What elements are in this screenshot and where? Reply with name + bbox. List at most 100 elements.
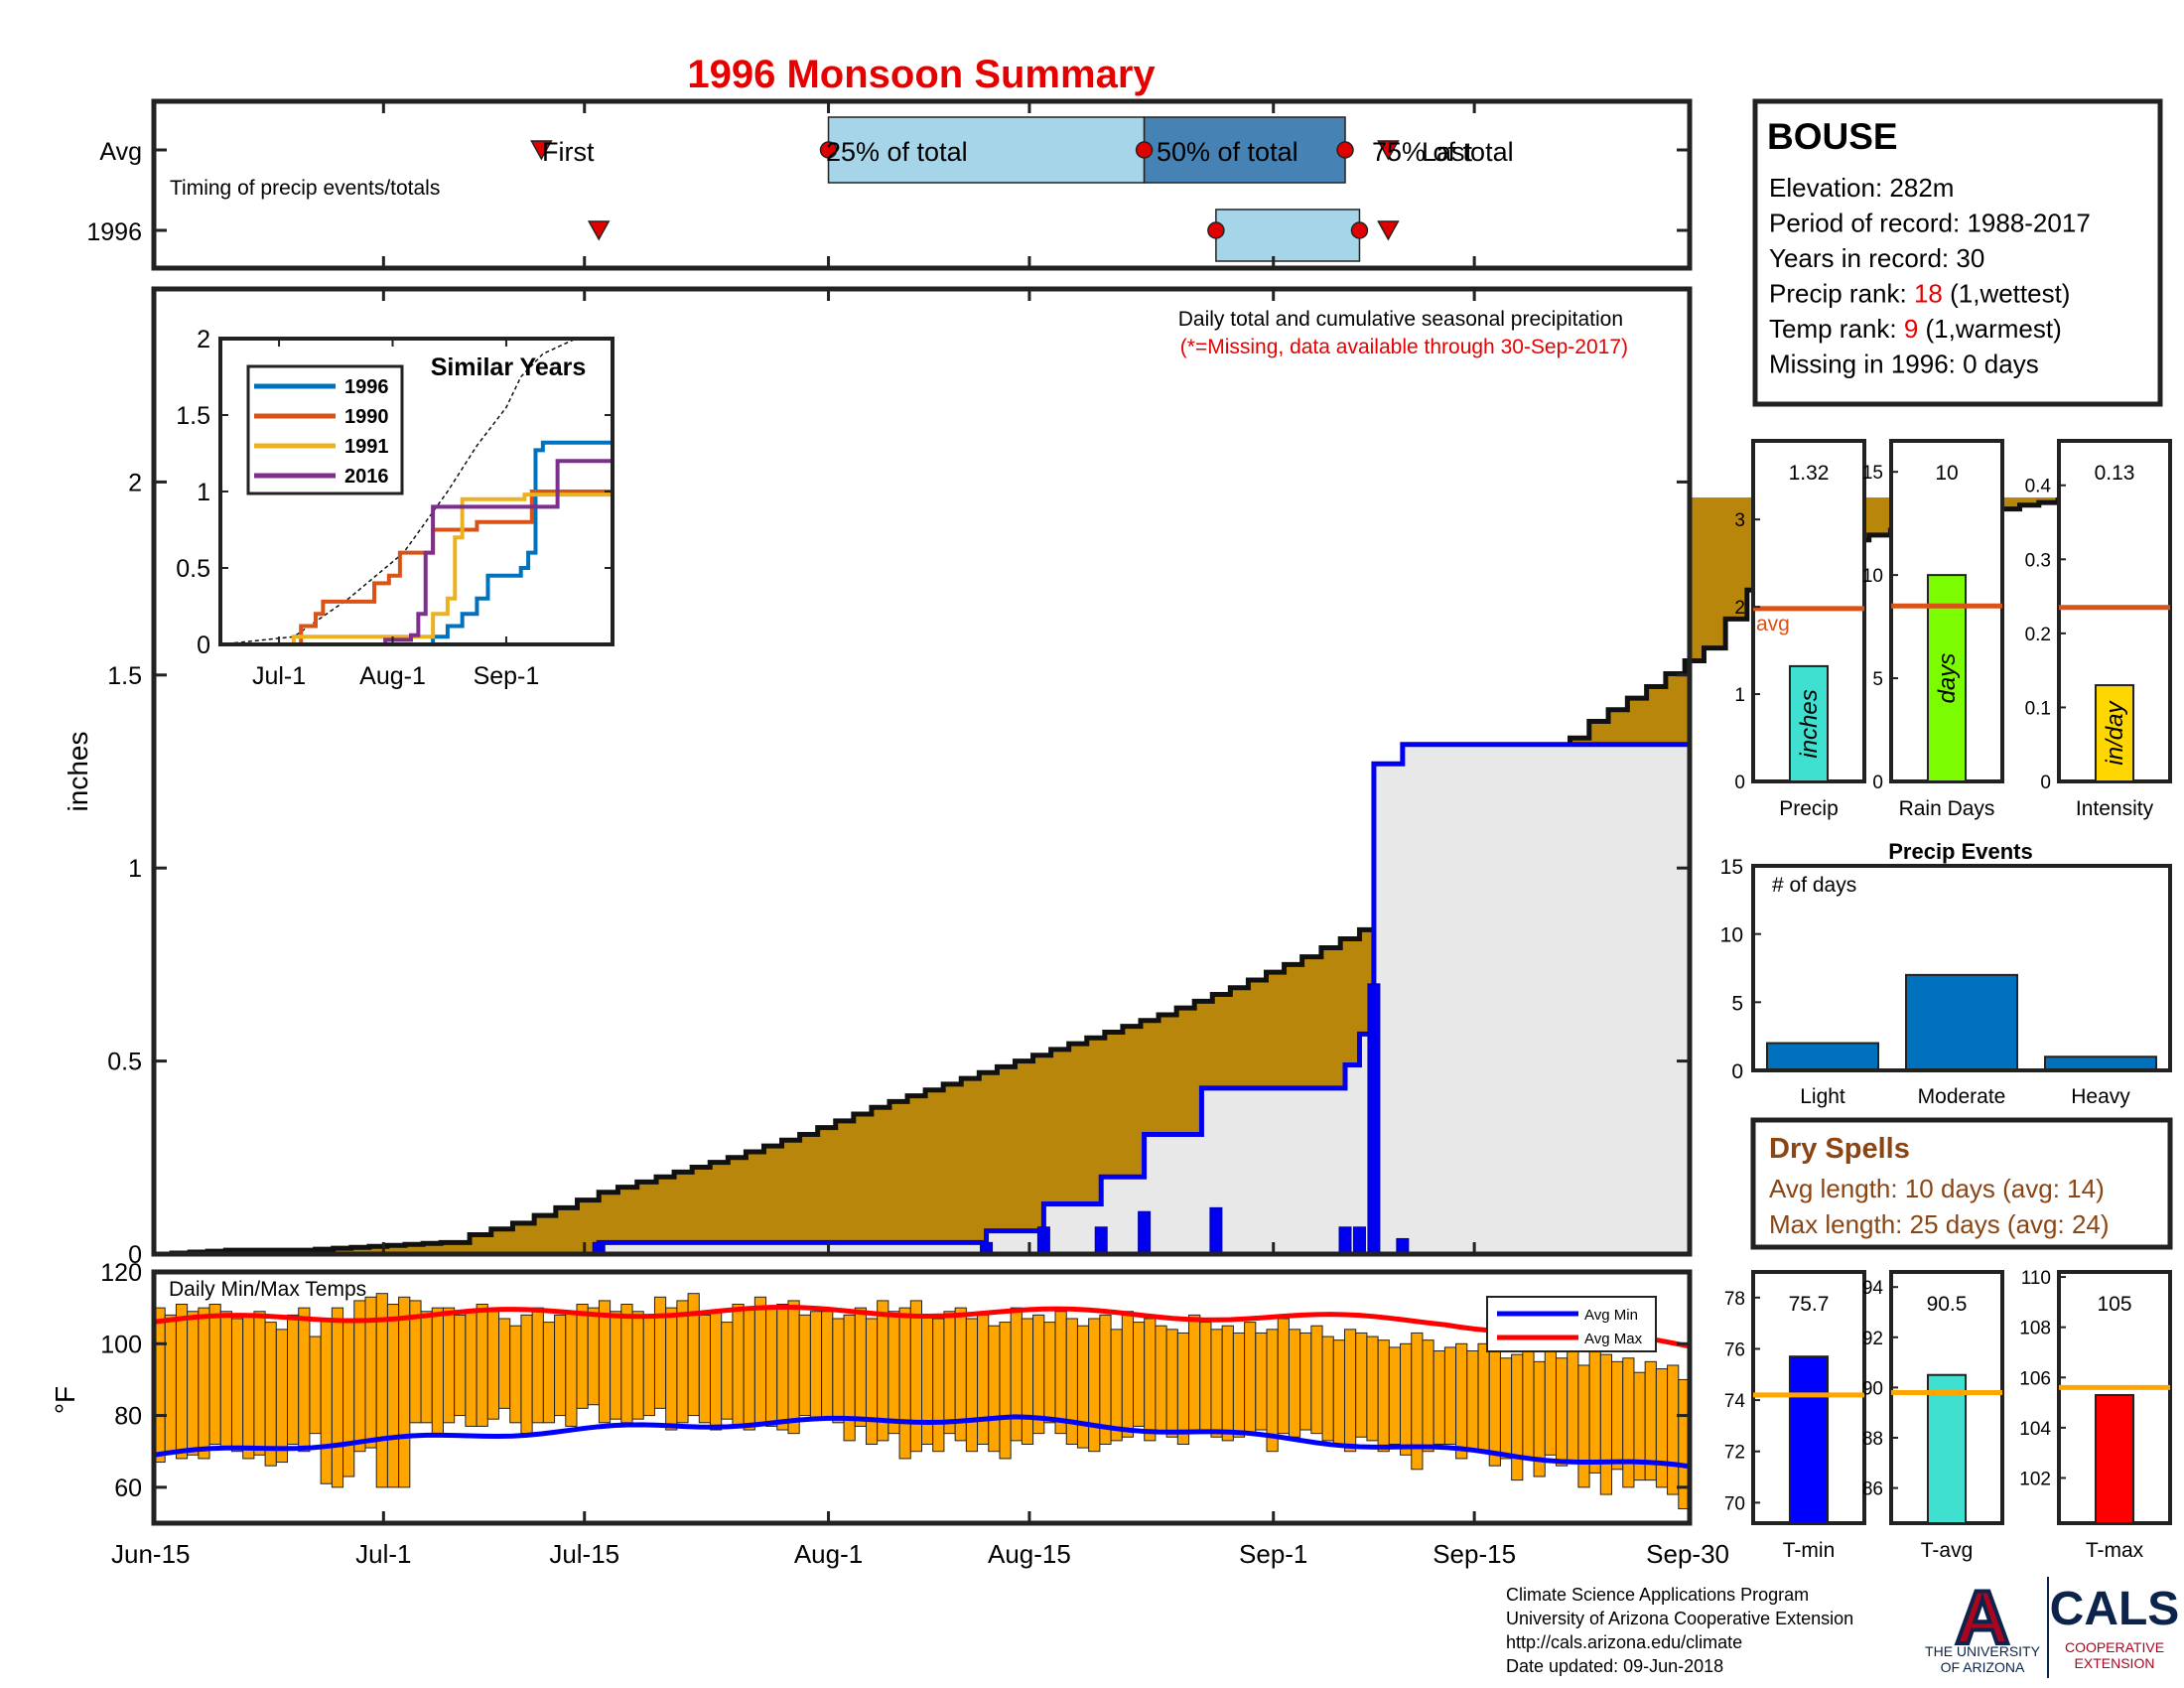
precip-annotation: Daily total and cumulative seasonal prec… [1178,308,1623,331]
x-axis-label: Jul-15 [549,1539,619,1569]
temp-range-bar [1655,1368,1669,1488]
station-line-label: Years in record: [1769,243,1956,273]
temp-range-bar [520,1314,533,1435]
temp-ytick-label: 100 [100,1331,142,1358]
station-line: Temp rank: 9 (1,warmest) [1769,314,2062,344]
station-line-value: 1988-2017 [1967,209,2090,238]
temp-range-bar [743,1307,755,1431]
inset-series-line-1991 [220,492,614,646]
temp-range-bar [809,1311,823,1420]
x-axis-label: Jun-15 [111,1539,191,1569]
event-bar-heavy [2044,1055,2157,1072]
events-ytick-label: 15 [1720,856,1743,879]
stat-value-label: 90.5 [1927,1293,1968,1316]
stat-panel-precip: 1.32 0 1 2 3 inches avg Precip [1734,439,1866,820]
precip-ytick-label: 0.5 [107,1049,142,1076]
events-ytick-label: 10 [1720,924,1743,947]
timeline-1996-first-marker [587,220,611,241]
inset-legend-label-2016: 2016 [344,466,389,488]
temp-range-bar [1043,1322,1056,1424]
temp-range-bar [1599,1353,1613,1495]
stat-ytick-label: 78 [1724,1289,1745,1310]
temp-range-bar [1155,1325,1167,1435]
temp-range-bar [465,1311,478,1427]
temp-range-bar [1121,1311,1134,1438]
inset-ytick-label: 0 [197,632,210,659]
stat-unit-label: inches [1796,689,1823,758]
stat-bar [1788,1355,1830,1524]
events-frame [1751,864,2172,1072]
temp-range-bar [1299,1332,1312,1431]
station-line-label: Period of record: [1769,209,1967,238]
ua-logo-letter: A [1956,1576,2010,1660]
timeline-avg-p25-marker [819,141,838,159]
stat-ytick-label: 70 [1724,1493,1745,1514]
temp-range-bar [198,1307,210,1460]
temp-range-bar [1065,1318,1078,1445]
temp-frame [151,1269,1693,1526]
temp-range-bar [1443,1346,1457,1445]
temp-range-bar [509,1325,522,1424]
station-line: Years in record: 30 [1769,243,1984,273]
temp-range-bar [1377,1339,1390,1453]
temp-range-bar [798,1314,811,1417]
temp-range-bar [776,1304,789,1431]
daily-precip-bar [1338,1226,1352,1255]
temp-range-bar [988,1325,1001,1453]
temp-range-bar [753,1296,767,1424]
station-line-label: Temp rank: [1769,314,1904,344]
temp-range-bar [732,1304,745,1427]
temp-range-bar [275,1329,289,1464]
stat-ytick-label: 90 [1862,1378,1883,1399]
cals-coop2: EXTENSION [2075,1655,2155,1671]
precip-frame [151,286,1693,1257]
university-logo: A THE UNIVERSITY OF ARIZONA CALS COOPERA… [1925,1574,2179,1678]
stat-ytick-label: 74 [1724,1391,1746,1412]
stat-ytick-label: 104 [2019,1419,2051,1440]
precip-events-panel: Precip Events # of days Light Moderate Hea… [1720,839,2172,1108]
timeline-label-last: Last [1422,137,1473,167]
temp-range-bar [587,1307,600,1406]
timeline-1996-p75-marker [1350,221,1369,239]
temp-range-bar [208,1304,221,1445]
stat-ytick-label: 2 [1734,598,1745,619]
temp-range-bar [1165,1329,1178,1438]
precip-ytick-label: 2 [128,469,142,496]
footer-line-3: http://cals.arizona.edu/climate [1506,1632,1742,1652]
event-category-label: Moderate [1918,1085,2006,1108]
events-annotation: # of days [1772,874,1856,897]
cumulative-1996-area [154,744,1690,1254]
temp-range-bar [264,1322,277,1467]
timeline-1996-p25-marker [1207,221,1225,239]
stat-ytick-label: 5 [1872,669,1883,690]
temp-range-bar [765,1307,778,1427]
stat-panel-t-min: 75.7 70 72 74 76 78 T-min [1724,1270,1866,1562]
x-axis-label: Sep-1 [1239,1539,1307,1569]
stat-bar [2094,1393,2135,1524]
temp-range-bar [576,1304,589,1409]
station-line-label: Missing in 1996: [1769,350,1963,379]
temp-range-bar [187,1311,200,1456]
temp-range-bar [353,1300,366,1453]
temp-range-bar [698,1314,712,1424]
stat-ytick-label: 3 [1734,510,1745,531]
inset-avg-dashed-line [219,338,577,645]
station-name: BOUSE [1767,116,1898,157]
inset-ytick-label: 1.5 [176,402,210,430]
temp-range-bar [398,1296,411,1488]
stat-ytick-label: 76 [1724,1339,1745,1360]
dry-frame [1750,1117,2173,1250]
timeline-label-p50: 50% of total [1157,137,1298,167]
stat-category-label: T-avg [1921,1539,1974,1562]
temp-range-bar [1332,1339,1345,1445]
stat-bar [1788,664,1830,783]
inset-xtick-label: Jul-1 [252,662,306,690]
timeline-avg-box-25-50 [827,116,1146,184]
daily-precip-bar [1036,1226,1050,1255]
temp-range-bar [1188,1314,1201,1435]
temp-legend-max-label: Avg Max [1584,1331,1643,1347]
temp-range-bar [486,1311,500,1420]
temp-range-bar [454,1314,467,1417]
temp-range-bar [542,1322,556,1424]
station-info-box: BOUSE Elevation: 282m Period of record: 1… [1752,98,2163,407]
